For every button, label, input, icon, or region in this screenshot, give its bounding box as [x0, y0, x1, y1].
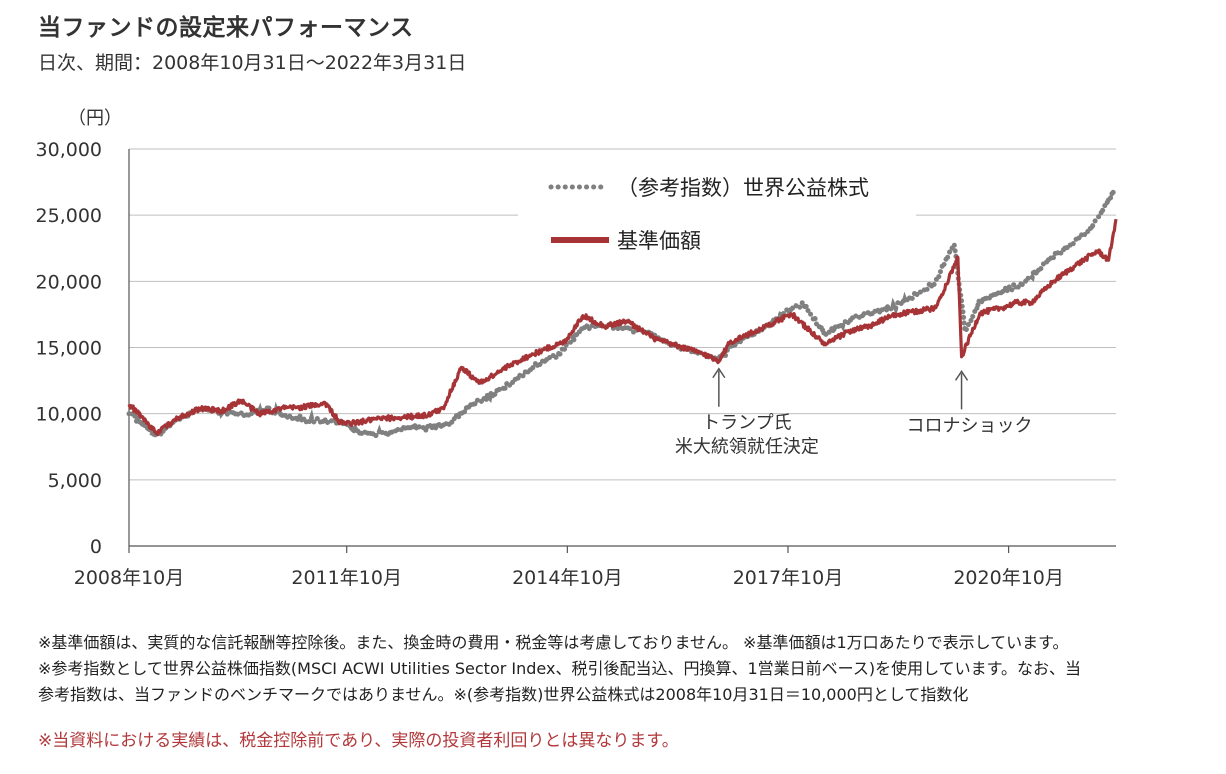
y-tick-label: 30,000 — [36, 139, 102, 161]
x-tick-label: 2020年10月 — [953, 567, 1064, 589]
y-tick-label: 20,000 — [36, 271, 102, 293]
annotation-label: コロナショック — [907, 415, 1033, 436]
annotation-label: トランプ氏 — [702, 413, 791, 434]
y-unit-label: （円） — [68, 108, 122, 129]
footnotes: ※基準価額は、実質的な信託報酬等控除後。また、換金時の費用・税金等は考慮しており… — [38, 630, 1218, 708]
axes: 0 5,000 10,000 15,000 20,000 25,000 30,000 （円） 2… — [36, 108, 1116, 589]
legend-label-reference: （参考指数）世界公益株式 — [617, 176, 869, 200]
series-layer — [126, 183, 1119, 444]
y-tick-label: 10,000 — [36, 404, 102, 426]
x-tick-label: 2017年10月 — [733, 567, 844, 589]
annotation-arrowhead — [712, 367, 726, 379]
annotation-label: 米大統領就任決定 — [675, 437, 819, 458]
x-tick-label: 2014年10月 — [512, 567, 623, 589]
footnote-line: ※基準価額は、実質的な信託報酬等控除後。また、換金時の費用・税金等は考慮しており… — [38, 633, 1069, 652]
chart-subtitle: 日次、期間：2008年10月31日～2022年3月31日 — [38, 52, 467, 74]
annotation-arrowhead — [954, 370, 969, 381]
chart-title: 当ファンドの設定来パフォーマンス — [38, 15, 414, 41]
x-tick-label: 2008年10月 — [74, 567, 185, 589]
series-line-reference — [126, 183, 1119, 444]
y-tick-label: 5,000 — [48, 470, 102, 492]
legend-box — [518, 165, 916, 273]
footnote-line: 参考指数は、当ファンドのベンチマークではありません。※(参考指数)世界公益株式は… — [38, 685, 969, 704]
performance-chart: 0 5,000 10,000 15,000 20,000 25,000 30,000 （円） 2… — [36, 108, 1119, 589]
legend-label-nav: 基準価額 — [617, 229, 701, 253]
y-tick-label: 25,000 — [36, 205, 102, 227]
disclaimer: ※当資料における実績は、税金控除前であり、実際の投資者利回りとは異なります。 — [38, 731, 679, 751]
y-tick-label: 15,000 — [36, 338, 102, 360]
y-tick-label: 0 — [90, 536, 102, 558]
footnote-line: ※参考指数として世界公益株価指数(MSCI ACWI Utilities Sec… — [38, 659, 1081, 678]
series-line-nav — [127, 218, 1118, 437]
x-tick-label: 2011年10月 — [291, 567, 402, 589]
